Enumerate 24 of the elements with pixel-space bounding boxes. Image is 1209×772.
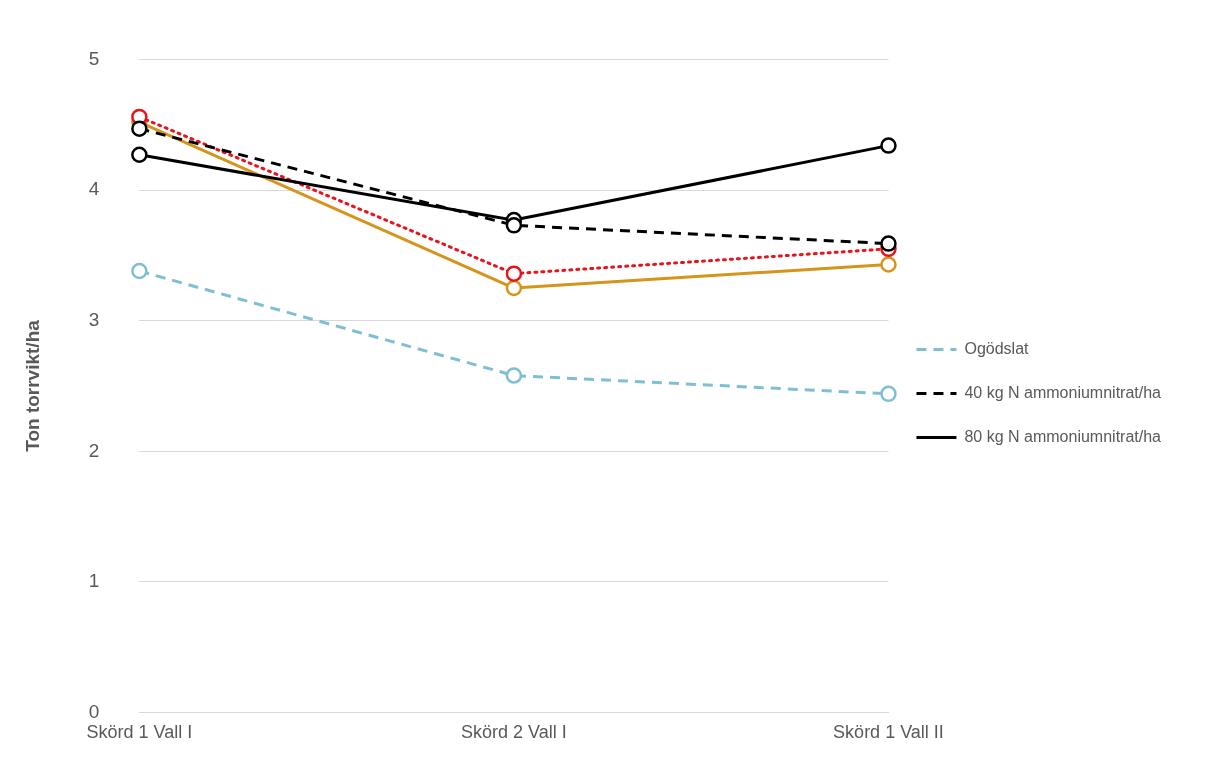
point <box>880 385 897 403</box>
legend-label: 80 kg N ammoniumnitrat/ha <box>964 427 1162 445</box>
point <box>505 279 523 297</box>
point <box>505 217 523 234</box>
y-tick-label: 1 <box>88 570 100 592</box>
point <box>880 235 897 252</box>
x-tick-label: Skörd 1 Vall II <box>833 722 944 743</box>
legend-label: Ogödslat <box>964 339 1030 357</box>
x-tick-label: Skörd 2 Vall I <box>461 722 567 743</box>
point <box>505 367 523 384</box>
point <box>880 256 897 273</box>
legend-label: 40 kg N ammoniumnitrat/ha <box>964 383 1162 401</box>
y-tick-label: 5 <box>88 47 100 69</box>
point <box>131 146 148 164</box>
y-tick-label: 4 <box>88 178 100 200</box>
x-tick-label: Skörd 1 Vall I <box>86 722 193 743</box>
point <box>131 262 148 280</box>
y-tick-label: 3 <box>88 308 100 330</box>
point <box>131 120 148 137</box>
point <box>505 265 523 282</box>
y-tick-label: 2 <box>88 439 100 461</box>
point <box>880 137 897 154</box>
y-axis-title: Ton torrvikt/ha <box>21 319 43 452</box>
y-tick-label: 0 <box>88 700 100 722</box>
